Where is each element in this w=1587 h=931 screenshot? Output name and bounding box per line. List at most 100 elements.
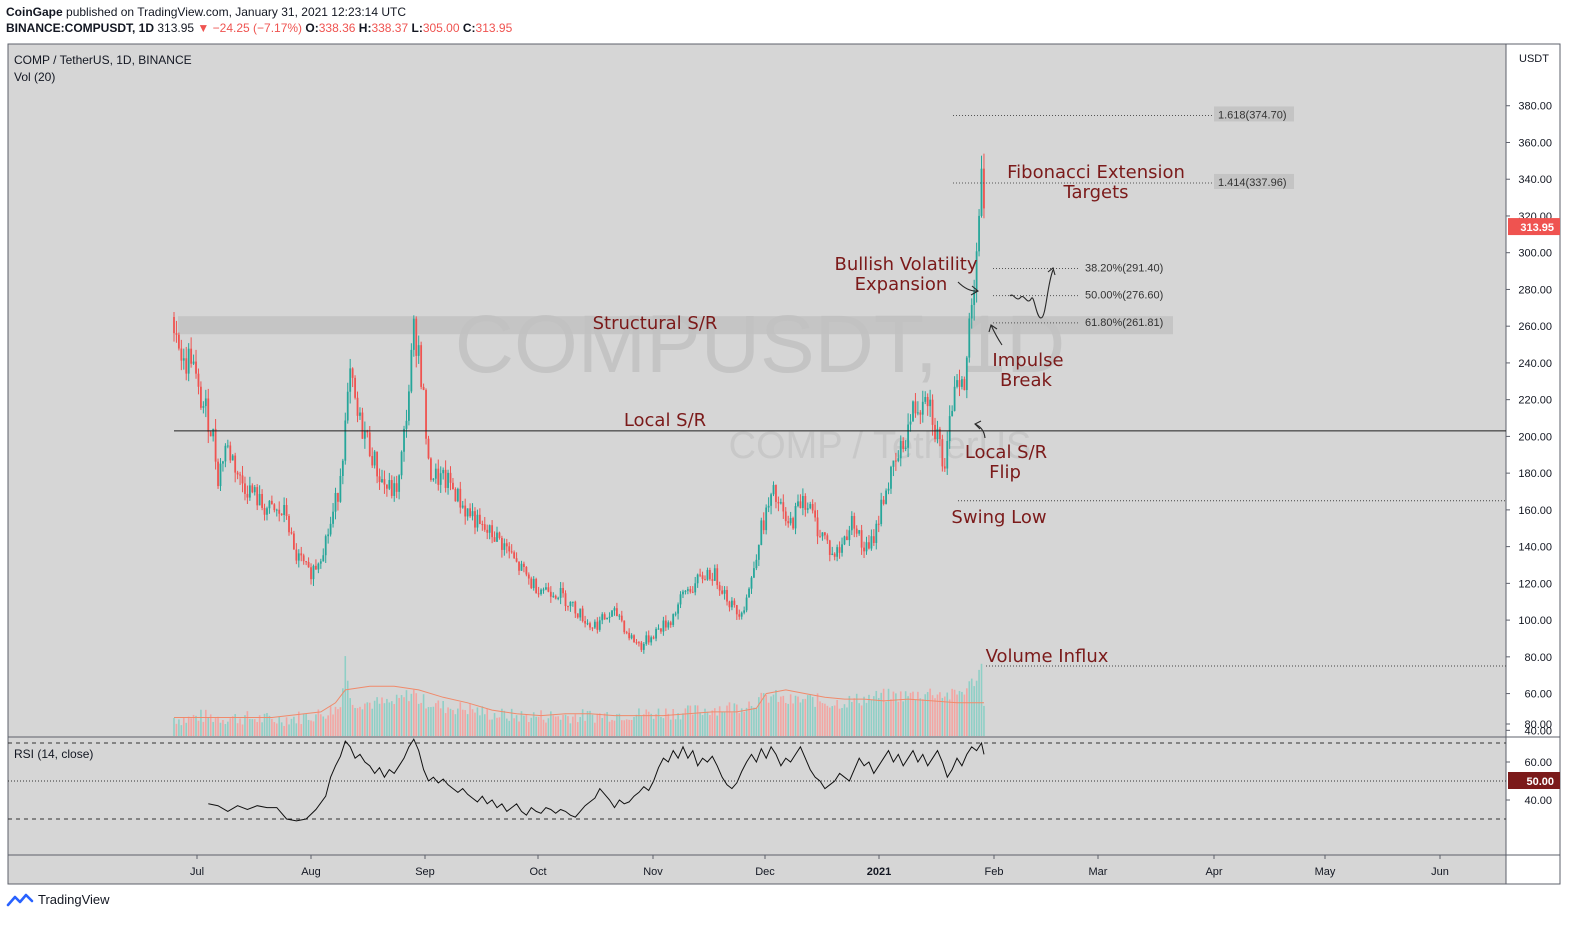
- volume-bar: [322, 716, 325, 736]
- candle-body: [789, 518, 792, 524]
- volume-bar: [217, 716, 219, 736]
- volume-bar: [594, 722, 596, 736]
- candle-body: [850, 516, 853, 531]
- volume-bar: [736, 704, 738, 736]
- symbol-label[interactable]: BINANCE:COMPUSDT, 1D: [6, 21, 155, 35]
- volume-bar: [459, 702, 462, 736]
- volume-bar: [963, 694, 966, 736]
- volume-bar: [946, 692, 949, 736]
- candle-body: [611, 610, 613, 617]
- candle-body: [268, 500, 271, 509]
- candle-body: [975, 251, 978, 291]
- candle-body: [192, 361, 195, 364]
- currency-label: USDT: [1519, 53, 1549, 65]
- volume-bar: [439, 708, 442, 736]
- price-change: −24.25 (−7.17%): [212, 21, 303, 35]
- volume-bar: [356, 708, 359, 736]
- volume-bar: [833, 705, 836, 736]
- volume-bar: [691, 714, 694, 736]
- volume-bar: [848, 695, 851, 736]
- candle-body: [554, 595, 557, 599]
- rsi-line: [208, 738, 985, 822]
- candle-body: [892, 460, 895, 467]
- candle-body: [843, 536, 846, 545]
- volume-bar: [557, 716, 559, 736]
- candle-body: [283, 504, 286, 515]
- volume-bar: [246, 711, 249, 736]
- candle-body: [403, 428, 405, 452]
- candle-body: [226, 445, 229, 447]
- bullish-expansion-label-2: Expansion: [855, 274, 948, 295]
- volume-bar: [283, 725, 285, 736]
- volume-bar: [694, 705, 697, 736]
- volume-bar: [342, 688, 344, 736]
- impulse-break-label-2: Break: [1000, 370, 1052, 391]
- candle-body: [897, 458, 900, 461]
- volume-bar: [630, 720, 633, 736]
- tradingview-logo-icon[interactable]: [6, 893, 34, 907]
- volume-bar: [760, 692, 763, 736]
- volume-bar: [826, 705, 829, 736]
- volume-bar: [266, 713, 268, 736]
- candle-body: [363, 430, 366, 439]
- volume-bar: [819, 701, 821, 736]
- volume-influx-label: Volume Influx: [986, 646, 1109, 667]
- volume-bar: [376, 697, 378, 736]
- candle-body: [483, 524, 486, 530]
- volume-bar: [569, 723, 572, 736]
- candle-body: [694, 583, 697, 593]
- candle-body: [231, 455, 234, 461]
- time-tick-label: 2021: [867, 866, 891, 878]
- candle-body: [660, 628, 662, 632]
- volume-bar: [312, 721, 315, 736]
- volume-bar: [951, 688, 953, 736]
- footer-brand[interactable]: TradingView: [38, 892, 110, 907]
- candle-body: [452, 482, 454, 490]
- candle-body: [547, 587, 550, 592]
- footer: TradingView: [6, 892, 110, 907]
- volume-bar: [481, 706, 484, 736]
- price-tick-label: 280.00: [1518, 284, 1552, 296]
- volume-bar: [212, 721, 214, 736]
- candle-body: [946, 440, 949, 469]
- candle-body: [738, 614, 741, 617]
- volume-bar: [530, 717, 533, 736]
- candle-body: [711, 579, 714, 581]
- candle-body: [334, 493, 337, 512]
- volume-bar: [948, 699, 951, 736]
- volume-bar: [787, 703, 789, 736]
- candle-body: [535, 578, 538, 594]
- volume-bar: [351, 704, 354, 736]
- candle-body: [586, 623, 589, 625]
- volume-bar: [777, 701, 780, 736]
- volume-bar: [684, 708, 687, 736]
- candle-body: [936, 428, 939, 440]
- volume-bar: [175, 723, 178, 736]
- volume-bar: [501, 708, 503, 736]
- volume-bar: [904, 691, 907, 736]
- volume-bar: [349, 698, 351, 736]
- volume-bar: [838, 708, 841, 736]
- volume-bar: [689, 705, 692, 736]
- candle-body: [567, 606, 569, 608]
- volume-label: Vol (20): [14, 70, 55, 84]
- volume-bar: [811, 697, 814, 736]
- volume-bar: [280, 722, 283, 736]
- candle-body: [307, 561, 310, 568]
- candle-body: [430, 458, 432, 480]
- volume-bar: [359, 706, 361, 736]
- volume-bar: [625, 719, 628, 736]
- candle-body: [190, 348, 193, 364]
- candle-body: [173, 316, 175, 334]
- candle-body: [593, 621, 596, 628]
- volume-bar: [261, 722, 263, 736]
- volume-bar: [207, 717, 210, 736]
- candle-body: [762, 520, 765, 531]
- publisher-name[interactable]: CoinGape: [6, 5, 63, 19]
- volume-bar: [182, 717, 185, 736]
- candle-body: [518, 561, 520, 571]
- candle-body: [253, 487, 256, 493]
- volume-bar: [890, 699, 892, 736]
- volume-bar: [295, 723, 298, 736]
